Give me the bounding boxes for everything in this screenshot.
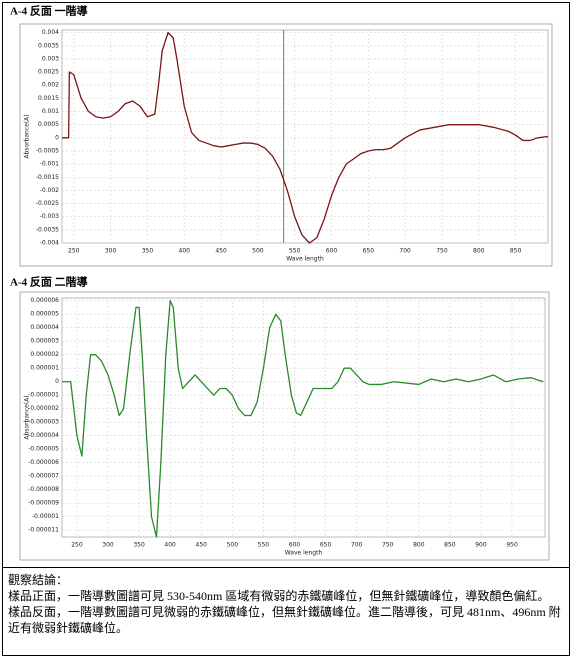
y-tick-label: -0.003 xyxy=(40,213,60,220)
y-tick-label: 0.001 xyxy=(42,108,59,115)
conclusion: 觀察結論： 樣品正面，一階導數圖譜可見 530-540nm 區域有微弱的赤鐵礦峰… xyxy=(8,572,564,636)
y-tick-label: -0.000003 xyxy=(28,419,59,426)
x-tick-label: 250 xyxy=(71,542,83,549)
x-tick-label: 650 xyxy=(320,542,332,549)
x-tick-label: 450 xyxy=(215,248,227,255)
y-tick-label: -0.000002 xyxy=(28,405,59,412)
y-tick-label: -0.0015 xyxy=(36,174,59,181)
y-tick-label: -0.004 xyxy=(40,240,60,247)
y-tick-label: 0.0025 xyxy=(38,69,59,76)
x-tick-label: 900 xyxy=(475,542,487,549)
y-tick-label: 0.0005 xyxy=(38,121,59,128)
x-tick-label: 500 xyxy=(252,248,264,255)
x-tick-label: 700 xyxy=(399,248,411,255)
y-tick-label: 0.000004 xyxy=(30,324,59,331)
x-tick-label: 700 xyxy=(351,542,363,549)
y-tick-label: 0.0035 xyxy=(38,42,59,49)
x-tick-label: 350 xyxy=(142,248,154,255)
y-tick-label: 0.002 xyxy=(42,82,59,89)
y-axis-label: Absorbance(A) xyxy=(24,114,31,158)
chart-title: A-4 反面 一階導 xyxy=(10,4,88,18)
x-tick-label: 550 xyxy=(289,248,301,255)
plot-area xyxy=(61,29,549,244)
conclusion-paragraph: 樣品正面，一階導數圖譜可見 530-540nm 區域有微弱的赤鐵礦峰位，但無針鐵… xyxy=(8,589,550,603)
y-tick-label: -0.000009 xyxy=(28,500,59,507)
y-tick-label: -0.0025 xyxy=(36,200,59,207)
chart-title: A-4 反面 二階導 xyxy=(10,275,88,289)
y-tick-label: -0.002 xyxy=(40,187,60,194)
y-tick-label: -0.000005 xyxy=(28,446,59,453)
x-tick-label: 750 xyxy=(382,542,394,549)
y-tick-label: -0.000008 xyxy=(28,486,59,493)
x-tick-label: 950 xyxy=(506,542,518,549)
y-tick-label: -0.001 xyxy=(40,161,60,168)
conclusion-border xyxy=(2,567,570,656)
data-line xyxy=(62,300,544,538)
y-axis-label: Absorbance(A) xyxy=(24,395,31,439)
y-tick-label: -0.000004 xyxy=(28,432,59,439)
y-tick-label: 0.000001 xyxy=(30,365,59,372)
y-tick-label: 0.000003 xyxy=(30,338,59,345)
x-tick-label: 850 xyxy=(510,248,522,255)
y-tick-label: 0 xyxy=(55,378,59,385)
y-tick-label: -0.000011 xyxy=(28,527,59,534)
x-axis-label: Wave length xyxy=(286,256,324,263)
y-tick-label: 0.0015 xyxy=(38,95,59,102)
x-tick-label: 650 xyxy=(363,248,375,255)
x-tick-label: 600 xyxy=(289,542,301,549)
x-tick-label: 400 xyxy=(179,248,191,255)
x-tick-label: 450 xyxy=(196,542,208,549)
y-tick-label: -0.0035 xyxy=(36,226,59,233)
x-tick-label: 250 xyxy=(68,248,80,255)
y-tick-label: 0.000006 xyxy=(30,297,59,304)
x-tick-label: 550 xyxy=(258,542,270,549)
plot-area xyxy=(61,297,546,538)
x-tick-label: 850 xyxy=(444,542,456,549)
y-tick-label: 0 xyxy=(55,134,59,141)
x-tick-label: 800 xyxy=(473,248,485,255)
x-axis-label: Wave length xyxy=(285,550,323,557)
data-line xyxy=(62,31,549,244)
x-tick-label: 400 xyxy=(164,542,176,549)
conclusion-paragraph: 樣品反面，一階導數圖譜可見微弱的赤鐵礦峰位，但無針鐵礦峰位。進二階導後，可見 4… xyxy=(8,605,561,635)
x-tick-label: 300 xyxy=(102,542,114,549)
y-tick-label: 0.004 xyxy=(42,29,59,36)
x-tick-label: 350 xyxy=(133,542,145,549)
conclusion-heading: 觀察結論： xyxy=(8,573,69,587)
y-tick-label: -0.0005 xyxy=(36,147,59,154)
x-tick-label: 300 xyxy=(105,248,117,255)
x-tick-label: 800 xyxy=(413,542,425,549)
y-tick-label: 0.000005 xyxy=(30,311,59,318)
y-tick-label: -0.000007 xyxy=(28,473,59,480)
x-tick-label: 750 xyxy=(436,248,448,255)
y-tick-label: 0.000002 xyxy=(30,351,59,358)
y-tick-label: 0.003 xyxy=(42,55,59,62)
y-tick-label: -0.00001 xyxy=(32,513,59,520)
x-tick-label: 500 xyxy=(227,542,239,549)
y-tick-label: -0.000006 xyxy=(28,459,59,466)
y-tick-label: -0.000001 xyxy=(28,392,59,399)
x-tick-label: 600 xyxy=(326,248,338,255)
